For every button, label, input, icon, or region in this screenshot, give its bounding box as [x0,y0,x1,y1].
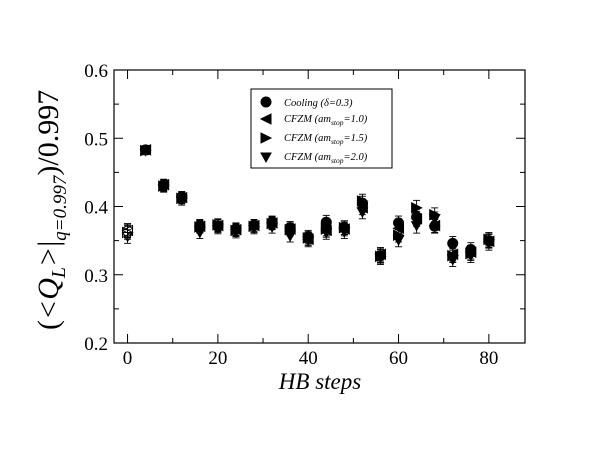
legend-marker [260,132,273,144]
data-point [447,237,459,249]
legend-markers [259,96,273,164]
y-tick-label: 0.6 [84,61,108,82]
x-tick-label: 20 [208,348,227,369]
y-axis-title: (<QL>|q=0.997)/0.997 [32,90,71,330]
data-point [157,182,170,193]
legend-label-cfzm-1-0: CFZM (amstop=1.0) [284,114,368,127]
legend-marker [260,152,272,164]
legend-label-cfzm-1-5: CFZM (amstop=1.5) [284,133,368,146]
data-point [410,221,423,232]
data-point [483,238,495,250]
data-point [121,232,134,243]
y-tick-label: 0.2 [84,334,108,355]
axis-ticks: 0 20 40 60 80 0.2 0.3 0.4 0.5 0.6 [84,61,525,369]
data-point [212,223,224,234]
data-point [248,223,260,234]
x-tick-label: 80 [479,348,498,369]
data-marks [121,144,495,268]
data-point [320,227,333,239]
data-point [175,195,188,206]
data-point [356,195,369,207]
data-point [302,236,315,247]
data-point [266,222,278,234]
data-point [356,207,369,218]
data-point [139,146,152,157]
data-point [374,253,387,264]
legend-label-cooling: Cooling (δ=0.3) [284,98,353,109]
data-point [428,214,441,225]
data-point [230,227,242,238]
legend-marker [259,113,272,125]
y-tick-label: 0.3 [84,266,108,287]
data-point [392,235,405,246]
legend-label-cfzm-2-0: CFZM (amstop=2.0) [284,152,368,165]
legend-box [250,88,393,169]
data-point [284,231,296,242]
data-point [338,227,351,238]
x-tick-label: 60 [389,348,408,369]
x-tick-label: 0 [123,348,133,369]
x-axis-title: HB steps [278,369,361,394]
data-point [464,251,477,262]
data-point [446,255,459,266]
x-tick-label: 40 [299,348,318,369]
y-tick-label: 0.4 [84,198,108,219]
y-tick-label: 0.5 [84,129,108,150]
legend-marker [260,96,272,108]
data-point [193,227,206,239]
data-point [411,202,423,214]
legend: Cooling (δ=0.3) CFZM (amstop=1.0) CFZM (… [250,88,393,169]
